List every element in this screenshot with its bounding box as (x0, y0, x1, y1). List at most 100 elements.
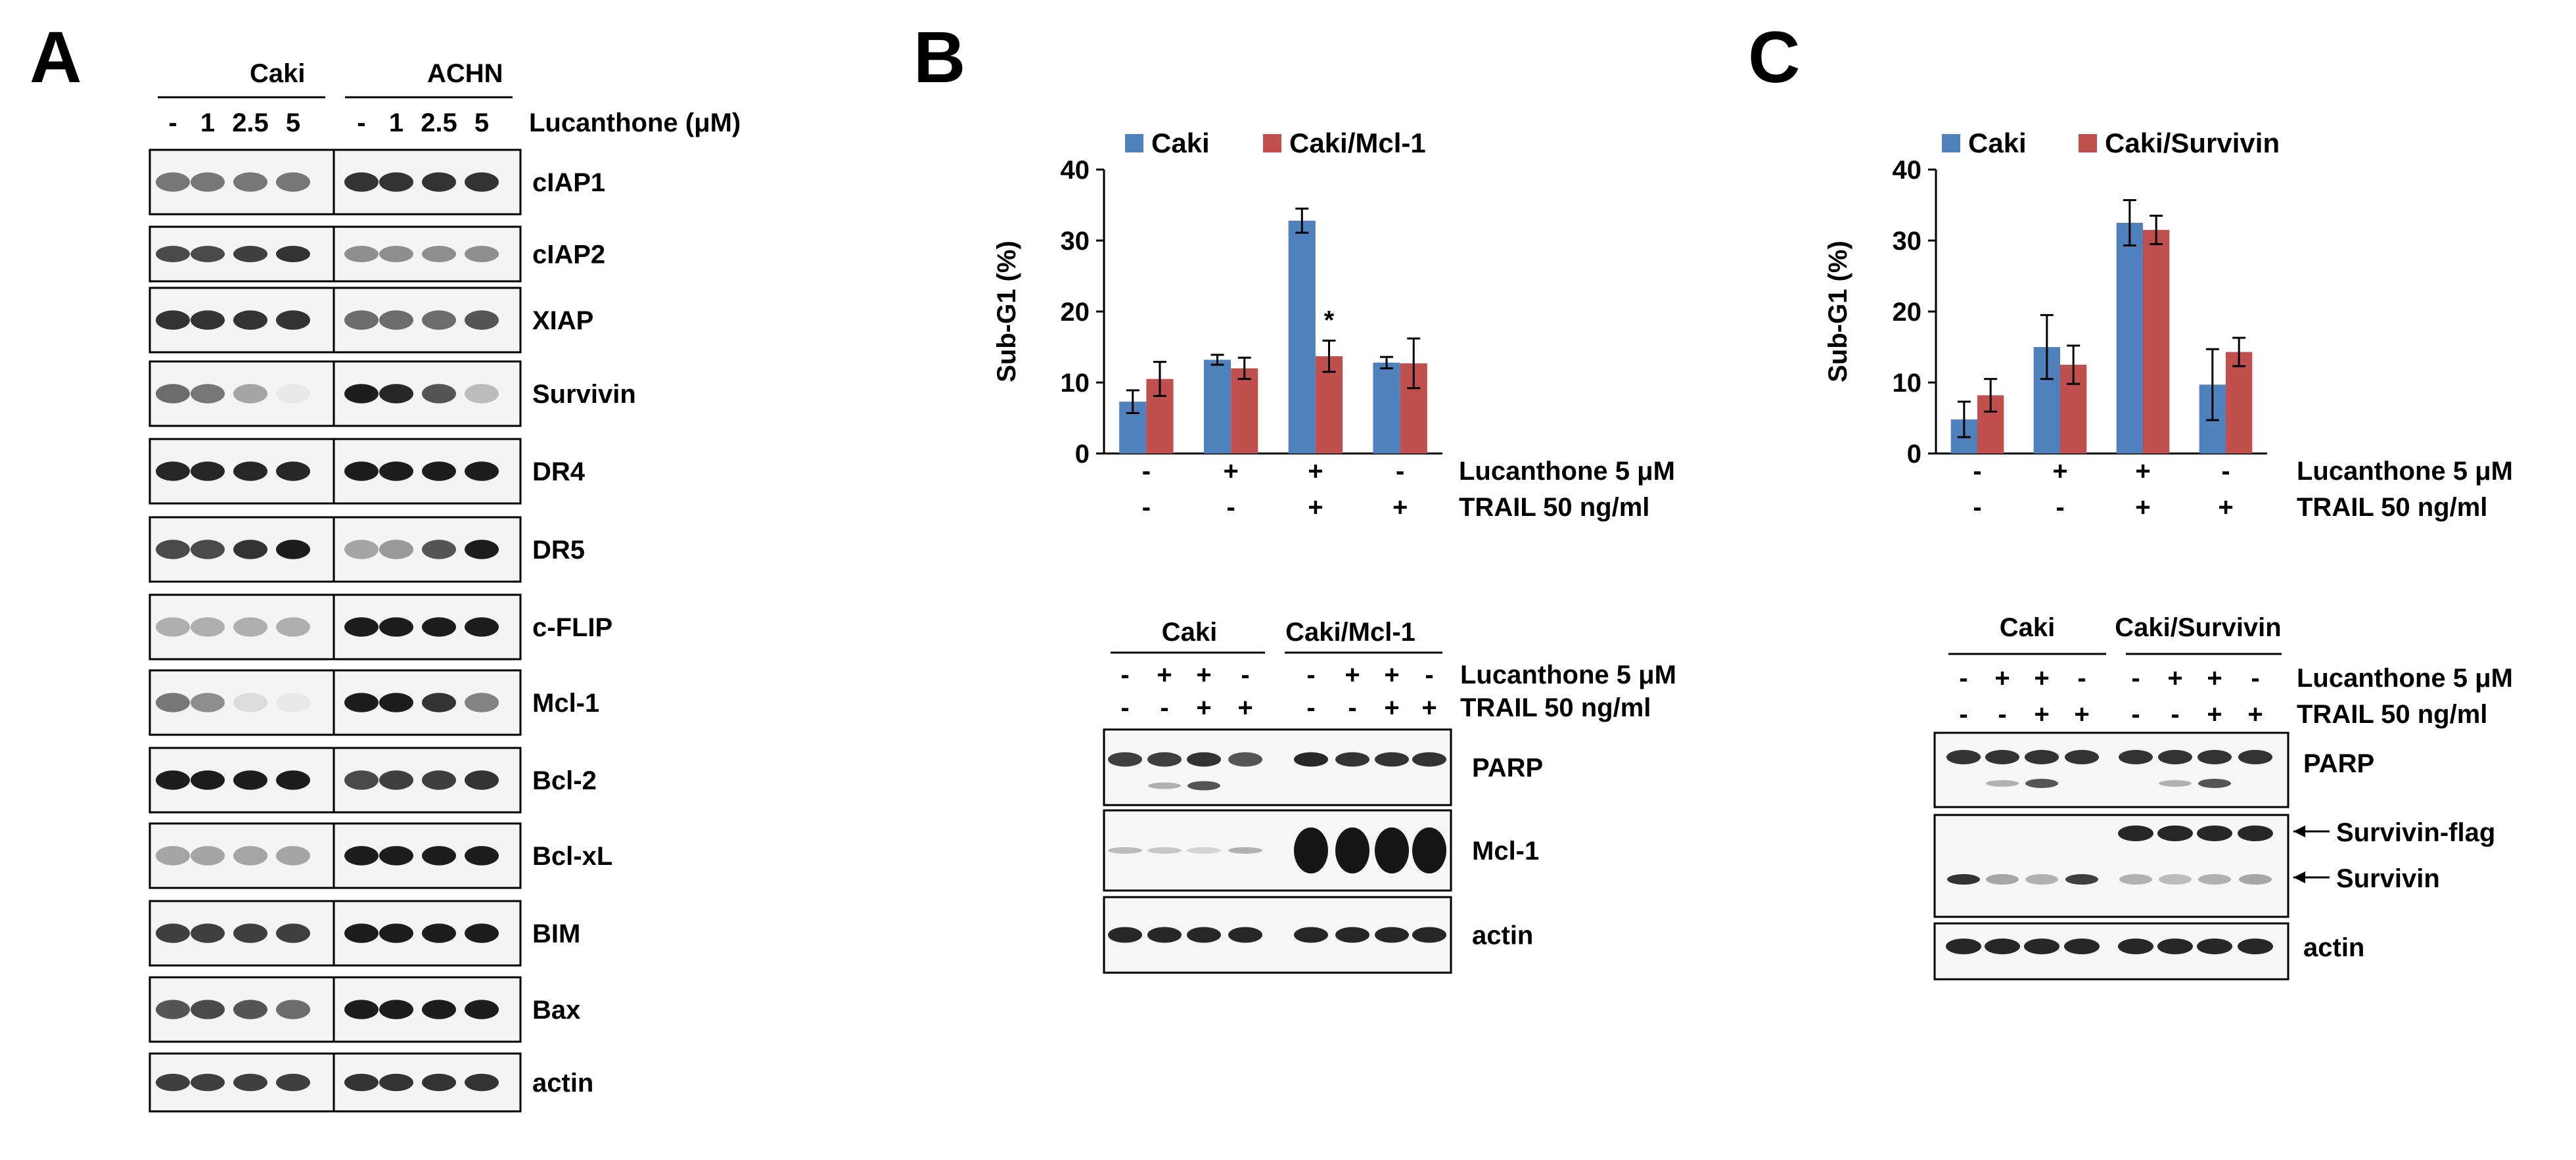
panelA-band (379, 1073, 413, 1092)
chartB-sign: - (1142, 493, 1151, 522)
panelA-dose-label: 5 (474, 108, 489, 137)
panelC-band-survivin (2198, 874, 2231, 885)
panelB-band (1228, 847, 1262, 854)
chartB-legend-label: Caki (1151, 128, 1210, 158)
panelB-group-label: Caki/Mcl-1 (1285, 618, 1415, 647)
panelC-blot-label: PARP (2303, 749, 2374, 778)
panelA-band (191, 384, 225, 404)
panelC-blot-frame (1933, 731, 2289, 808)
panelC-lane-sign: + (2167, 664, 2182, 693)
panelA-blot-frame (333, 225, 522, 283)
panelB-band (1147, 847, 1182, 854)
panelA-band (422, 770, 456, 790)
panelA-blot-label: XIAP (532, 306, 593, 335)
panelA-band (156, 310, 190, 330)
panelB-lane-sign: - (1425, 661, 1433, 689)
panelA-band (379, 384, 413, 404)
panelA-band (379, 246, 413, 262)
chartC-y-tick-label: 0 (1907, 440, 1921, 469)
panelA-band (276, 617, 310, 637)
panelA-dose-label: 2.5 (232, 108, 269, 137)
panelA-band (233, 1073, 267, 1092)
panelA-band (344, 770, 379, 790)
chartB-y-tick-label: 30 (1061, 227, 1090, 256)
panelC-band (2064, 939, 2100, 954)
panelC-band-flag (2197, 825, 2232, 841)
panelA-band (344, 246, 379, 262)
panelC-band-survivin (1947, 874, 1980, 885)
panelA-band (191, 310, 225, 330)
chartB-bar (1203, 360, 1231, 453)
chartC-legend-swatch (1942, 134, 1960, 152)
panelC-blot-label: actin (2303, 933, 2364, 962)
panelA-band (276, 461, 310, 481)
chartB-sign: + (1392, 493, 1408, 522)
panelA-band (233, 172, 267, 192)
panelC-band-cleaved (1986, 780, 2019, 787)
panelA-band (276, 172, 310, 192)
panelA-band (156, 923, 190, 943)
panelB-band (1228, 927, 1262, 943)
panelC-lane-sign: - (2171, 700, 2179, 729)
chartC-sign: - (2221, 457, 2230, 486)
chartC-legend-label: Caki/Survivin (2105, 128, 2280, 158)
panelB-lane-sign: - (1306, 661, 1315, 689)
panelC-arrow-label: Survivin-flag (2336, 818, 2495, 847)
panelC-lane-sign: - (2131, 664, 2140, 693)
panelA-dose-label: 5 (286, 108, 300, 137)
panelA-band (344, 923, 379, 943)
chartC-sign: + (2135, 457, 2150, 486)
panelC-lane-sign: + (2207, 700, 2222, 729)
panelB-treatment-label: TRAIL 50 ng/ml (1460, 693, 1651, 722)
panelA-blot-label: cIAP2 (532, 241, 605, 269)
panelA-band (422, 1000, 456, 1019)
panelC-band (2157, 939, 2193, 954)
panelA-band (156, 1073, 190, 1092)
chartB-sign: - (1226, 493, 1235, 522)
panelA-blot-label: cIAP1 (532, 168, 605, 197)
panelC-treatment-label: Lucanthone 5 μM (2297, 664, 2513, 693)
panelC-lane-sign: + (2247, 700, 2263, 729)
panelB-band (1294, 752, 1328, 767)
panelA-band (191, 461, 225, 481)
panelB-lane-sign: - (1160, 693, 1168, 722)
panelC-band-survivin (2025, 874, 2058, 885)
panelC-band (2197, 939, 2232, 954)
panelC-lane-sign: + (2034, 664, 2049, 693)
panelC-lane-sign: - (1998, 700, 2006, 729)
chartC-sign: - (2056, 493, 2064, 522)
panelA-band (422, 617, 456, 637)
panelC-band-survivin (1986, 874, 2019, 885)
panelA-band (379, 846, 413, 866)
chartB-y-tick-label: 0 (1075, 440, 1090, 469)
chartC-sign: + (2135, 493, 2150, 522)
panelC-lane-sign: + (2074, 700, 2089, 729)
chartB-treatment-label: Lucanthone 5 μM (1459, 457, 1675, 486)
panelA-dose-label: 1 (200, 108, 215, 137)
panel-letter-a: A (30, 17, 81, 98)
panelC-band-flag (2118, 825, 2153, 841)
panelA-band (156, 540, 190, 559)
chartC-y-tick-label: 40 (1893, 156, 1922, 185)
chartB-y-tick-label: 10 (1061, 369, 1090, 398)
panelA-band (344, 310, 379, 330)
panelC-group-label: Caki/Survivin (2115, 613, 2281, 642)
panelC-band (2119, 750, 2153, 764)
panelA-band (233, 461, 267, 481)
chartC-sign: - (1973, 457, 1981, 486)
panelA-dose-label: 2.5 (421, 108, 457, 137)
panelB-band (1412, 827, 1446, 873)
panelC-lane-sign: + (1994, 664, 2010, 693)
panelB-lane-sign: + (1157, 661, 1172, 689)
panelA-band (379, 310, 413, 330)
panelA-group-label: Caki (250, 59, 306, 88)
panelA-band (422, 310, 456, 330)
panelA-blot-label: Bax (532, 996, 580, 1025)
panelB-band (1335, 752, 1369, 767)
panelA-band (379, 461, 413, 481)
chartB-y-axis-title: Sub-G1 (%) (992, 241, 1021, 383)
chartC-bar (2143, 229, 2170, 453)
panelA-band (379, 172, 413, 192)
panel-letter-c: C (1748, 17, 1800, 98)
panelA-band (379, 770, 413, 790)
